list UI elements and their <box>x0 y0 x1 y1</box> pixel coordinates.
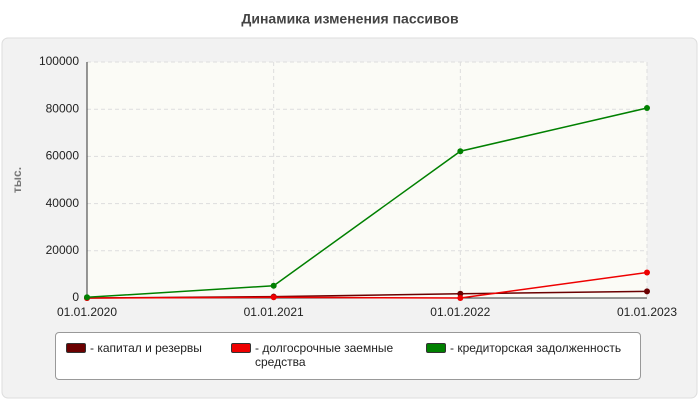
plot-area <box>87 62 647 298</box>
point <box>270 294 277 301</box>
legend-label: - капитал и резервы <box>90 341 202 355</box>
legend-label: - долгосрочные заемные средства <box>255 341 394 369</box>
legend-swatch <box>66 343 86 353</box>
point <box>644 105 650 112</box>
y-axis-label: тыс. <box>10 167 24 193</box>
point <box>457 290 464 297</box>
legend-label: - кредиторская задолженность <box>450 341 622 355</box>
legend-item: - капитал и резервы <box>66 341 231 379</box>
y-tick-label: 0 <box>72 290 79 304</box>
y-tick-label: 20000 <box>46 243 80 257</box>
x-tick-label: 01.01.2021 <box>244 305 304 319</box>
series-line <box>86 271 648 299</box>
legend-swatch <box>231 343 251 353</box>
x-tick-label: 01.01.2020 <box>57 305 117 319</box>
x-tick-label: 01.01.2022 <box>430 305 490 319</box>
legend-swatch <box>426 343 446 353</box>
y-tick-label: 100000 <box>39 54 79 68</box>
legend-item: - кредиторская задолженность <box>426 341 636 379</box>
point <box>84 294 90 301</box>
chart-title: Динамика изменения пассивов <box>241 11 459 27</box>
series-line <box>86 107 648 299</box>
y-tick-label: 60000 <box>46 149 80 163</box>
legend-item: - долгосрочные заемные средства <box>231 341 426 379</box>
y-tick-label: 80000 <box>46 101 80 115</box>
point <box>270 282 277 289</box>
point <box>457 295 464 301</box>
point <box>644 269 650 276</box>
point <box>457 148 464 155</box>
legend: - капитал и резервы - долгосрочные заемны… <box>55 332 641 380</box>
y-tick-label: 40000 <box>46 196 80 210</box>
point <box>644 288 650 295</box>
x-tick-label: 01.01.2023 <box>617 305 677 319</box>
